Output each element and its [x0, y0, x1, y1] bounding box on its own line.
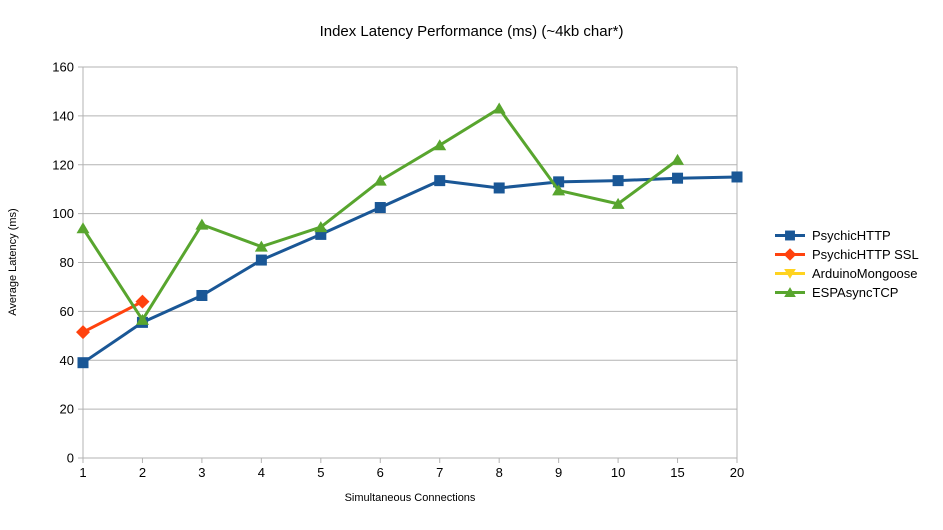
- marker-triangle-up-espasynctcp: [135, 313, 149, 325]
- series-line-psychichttp: [81, 175, 739, 365]
- x-tick-label: 15: [670, 465, 684, 480]
- legend-key-diamond-icon: [775, 248, 805, 261]
- y-tick-label: 140: [52, 108, 74, 123]
- series-line-espasynctcp: [81, 107, 680, 322]
- marker-square-psychichttp: [196, 289, 208, 301]
- marker-triangle-up-espasynctcp: [433, 139, 447, 151]
- x-tick-label: 9: [555, 465, 562, 480]
- y-tick-label: 40: [60, 353, 74, 368]
- marker-triangle-up-espasynctcp: [611, 197, 625, 209]
- marker-square-psychichttp: [255, 254, 267, 266]
- marker-square-psychichttp: [374, 202, 386, 214]
- marker-triangle-up-espasynctcp: [195, 218, 209, 230]
- y-tick-label: 60: [60, 304, 74, 319]
- x-axis-title: Simultaneous Connections: [344, 492, 476, 504]
- x-tick-label: 5: [317, 465, 324, 480]
- legend-item-psychichttp: PsychicHTTP: [775, 228, 919, 243]
- y-tick-label: 100: [52, 206, 74, 221]
- chart-title: Index Latency Performance (ms) (~4kb cha…: [319, 23, 624, 40]
- marker-triangle-up-espasynctcp: [552, 184, 566, 196]
- y-tick-label: 80: [60, 255, 74, 270]
- marker-square-psychichttp: [493, 182, 505, 194]
- legend-item-label: PsychicHTTP: [812, 228, 891, 243]
- legend-item-label: PsychicHTTP SSL: [812, 247, 919, 262]
- x-tick-label: 10: [611, 465, 625, 480]
- marker-triangle-up-espasynctcp-legend: [784, 287, 796, 297]
- y-tick-label: 160: [52, 60, 74, 75]
- marker-triangle-up-espasynctcp: [254, 240, 268, 252]
- x-tick-label: 20: [730, 465, 744, 480]
- y-tick-label: 20: [60, 402, 74, 417]
- marker-square-psychichttp: [731, 171, 743, 183]
- marker-triangle-down-arduinomongoose-legend: [784, 269, 796, 279]
- x-tick-label: 1: [79, 465, 86, 480]
- marker-diamond-psychichttp-ssl: [76, 325, 90, 340]
- legend-item-label: ArduinoMongoose: [812, 266, 918, 281]
- marker-diamond-psychichttp-ssl-legend: [783, 248, 797, 261]
- legend: PsychicHTTP PsychicHTTP SSL ArduinoMongoos…: [775, 228, 919, 305]
- marker-diamond-psychichttp-ssl: [135, 294, 150, 309]
- marker-square-psychichttp: [612, 175, 624, 187]
- legend-item-psychichttp-ssl: PsychicHTTP SSL: [775, 247, 919, 262]
- marker-triangle-up-espasynctcp: [373, 174, 387, 186]
- marker-square-psychichttp: [672, 172, 684, 184]
- x-tick-label: 7: [436, 465, 443, 480]
- marker-square-psychichttp: [434, 175, 446, 187]
- marker-triangle-up-espasynctcp: [314, 221, 328, 233]
- marker-square-psychichttp: [315, 228, 327, 240]
- x-tick-label: 3: [198, 465, 205, 480]
- legend-key-triangle-up-icon: [775, 287, 805, 297]
- x-tick-label: 8: [496, 465, 503, 480]
- y-tick-label: 0: [67, 451, 74, 466]
- y-tick-label: 120: [52, 157, 74, 172]
- marker-triangle-up-espasynctcp: [492, 102, 506, 114]
- legend-key-triangle-down-icon: [775, 269, 805, 279]
- marker-square-psychichttp: [553, 176, 565, 188]
- marker-square-psychichttp-legend: [785, 230, 795, 241]
- legend-item-espasynctcp: ESPAsyncTCP: [775, 285, 919, 300]
- x-tick-label: 6: [377, 465, 384, 480]
- marker-triangle-up-espasynctcp: [671, 153, 685, 165]
- x-tick-label: 4: [258, 465, 265, 480]
- legend-item-label: ESPAsyncTCP: [812, 285, 899, 300]
- legend-key-square-icon: [775, 230, 805, 241]
- marker-square-psychichttp: [77, 357, 89, 369]
- x-tick-label: 2: [139, 465, 146, 480]
- marker-triangle-up-espasynctcp: [76, 222, 90, 234]
- legend-item-arduinomongoose: ArduinoMongoose: [775, 266, 919, 281]
